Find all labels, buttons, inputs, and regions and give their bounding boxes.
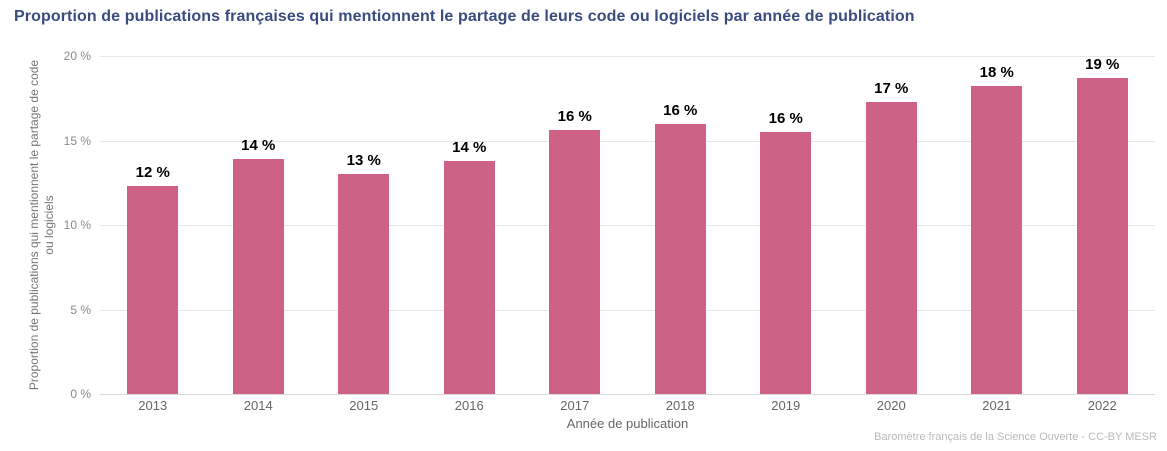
bar-group-2016: 14 % xyxy=(417,56,523,394)
bar-group-2015: 13 % xyxy=(311,56,417,394)
x-tick-label-2018: 2018 xyxy=(665,398,695,413)
y-tick-label: 20 % xyxy=(63,49,91,63)
x-tick-label-2013: 2013 xyxy=(138,398,168,413)
gridline-15 xyxy=(100,140,1155,142)
x-tick-label-2021: 2021 xyxy=(982,398,1012,413)
y-tick-label: 10 % xyxy=(63,218,91,232)
y-axis-title-text: Proportion de publications qui mentionne… xyxy=(27,59,56,391)
bar-value-label: 16 % xyxy=(768,110,803,128)
bar-value-label: 14 % xyxy=(241,137,276,155)
y-axis-title: Proportion de publications qui mentionne… xyxy=(20,56,64,394)
bar-group-2014: 14 % xyxy=(206,56,312,394)
bar-2016[interactable] xyxy=(443,160,495,394)
plot-area: 0 % 5 % 10 % 15 % 20 % 12 % 14 % 13 % 14 % 16 % 1… xyxy=(64,49,1155,401)
bar-group-2021: 18 % xyxy=(944,56,1050,394)
bar-2017[interactable] xyxy=(549,130,601,394)
bar-group-2017: 16 % xyxy=(522,56,628,394)
y-tick-label: 15 % xyxy=(63,133,91,148)
gridline-0 xyxy=(100,394,1155,395)
gridline-10 xyxy=(100,225,1155,226)
bar-group-2022: 19 % xyxy=(1050,56,1156,394)
bar-2014[interactable] xyxy=(232,159,284,394)
bar-2015[interactable] xyxy=(338,174,390,394)
bar-group-2019: 16 % xyxy=(733,56,839,394)
y-tick-label: 0 % xyxy=(70,387,91,401)
bar-2019[interactable] xyxy=(760,132,812,394)
x-tick-label-2015: 2015 xyxy=(349,398,379,413)
x-axis-labels: 2013 2014 2015 2016 2017 2018 2019 2020 2021 2022 xyxy=(100,398,1155,413)
bar-value-label: 18 % xyxy=(979,64,1014,82)
bar-group-2018: 16 % xyxy=(628,56,734,394)
bar-group-2013: 12 % xyxy=(100,56,206,394)
bar-value-label: 14 % xyxy=(452,138,487,156)
x-axis-title: Année de publication xyxy=(566,416,689,431)
bar-value-label: 12 % xyxy=(135,164,170,182)
bar-2020[interactable] xyxy=(865,101,917,394)
source-credit: Baromètre français de la Science Ouverte… xyxy=(874,431,1157,443)
bars-layer: 12 % 14 % 13 % 14 % 16 % 16 % 16 % 17 % 18 % 19 % xyxy=(100,56,1155,394)
bar-value-label: 13 % xyxy=(346,152,381,170)
x-tick-label-2019: 2019 xyxy=(771,398,801,413)
bar-group-2020: 17 % xyxy=(839,56,945,394)
bar-2018[interactable] xyxy=(654,123,706,394)
chart-title: Proportion de publications françaises qu… xyxy=(14,8,915,25)
x-tick-label-2016: 2016 xyxy=(454,398,484,413)
x-tick-label-2022: 2022 xyxy=(1087,398,1117,413)
bar-2021[interactable] xyxy=(971,86,1023,394)
gridline-5 xyxy=(100,309,1155,311)
bar-value-label: 17 % xyxy=(874,79,909,97)
bar-2013[interactable] xyxy=(127,186,179,394)
y-tick-label: 5 % xyxy=(70,302,91,317)
bar-value-label: 16 % xyxy=(663,101,698,119)
x-tick-label-2020: 2020 xyxy=(876,398,906,413)
x-tick-label-2017: 2017 xyxy=(560,398,590,413)
gridline-20 xyxy=(100,56,1155,57)
bar-value-label: 19 % xyxy=(1085,56,1120,73)
bar-value-label: 16 % xyxy=(557,108,592,126)
bar-2022[interactable] xyxy=(1076,78,1128,394)
x-tick-label-2014: 2014 xyxy=(243,398,273,413)
